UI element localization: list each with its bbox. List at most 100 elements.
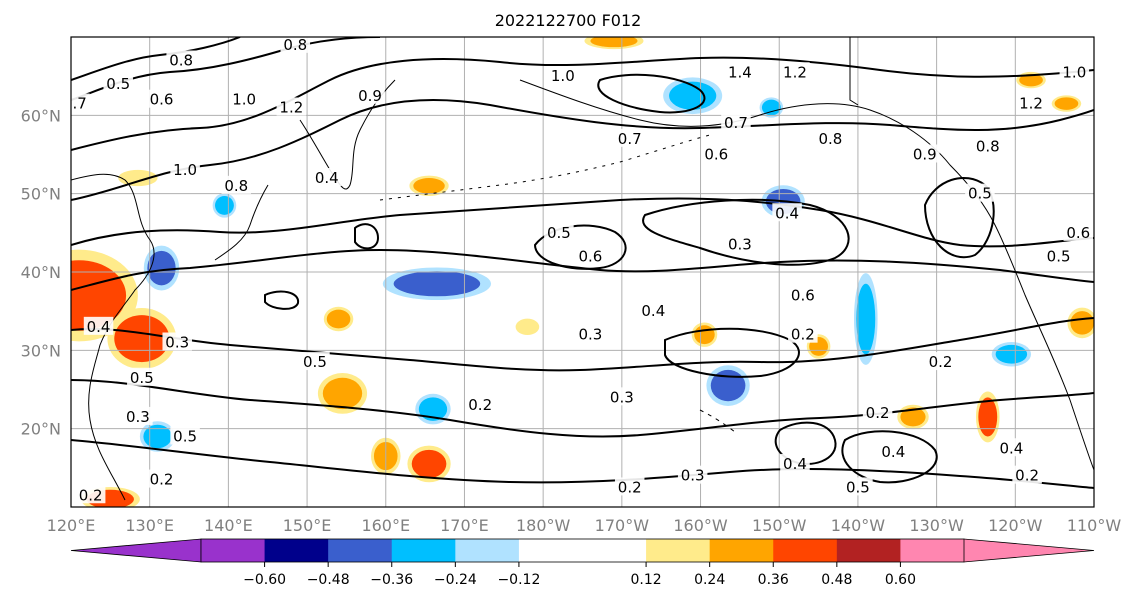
contour-label-bg [312,168,342,186]
colorbar-segment [391,539,456,562]
contour-label: 0.6 [791,287,815,305]
contour-label-bg [1043,246,1074,265]
colorbar-tick-label: 0.60 [885,572,916,588]
colorbar-segment [518,539,647,562]
contour-label: 1.2 [783,63,807,81]
longitude-tick-label: 130°W [909,516,964,535]
contour-label-bg [170,160,200,179]
shaded-patch [517,320,537,334]
contour-label-bg [1012,465,1042,484]
contour-label: 0.5 [968,185,992,203]
contour-line [264,290,300,310]
longitude-tick-label: 110°W [1067,516,1122,535]
contour-label-bg [607,387,637,406]
contour-label-bg [229,89,259,108]
contour-line [642,198,850,266]
contour-label-bg [614,477,645,496]
longitude-ticks: 120°E 130°E 140°E 150°E 160°E 170°E 180°W 170°W… [47,516,1122,535]
contour-line [71,37,241,81]
contour-label-bg [973,136,1003,155]
canada-border [849,37,859,106]
contour-label: 1.4 [728,63,752,81]
contour-label-bg [878,442,909,461]
contour-line [71,317,1094,372]
shaded-patch [1019,73,1043,87]
latitude-tick-label: 50°N [21,185,61,204]
latitude-tick-label: 30°N [21,341,61,360]
longitude-tick-label: 120°E [47,516,96,535]
contour-line [774,421,837,465]
colorbar-under-arrow [70,538,202,563]
longitude-tick-label: 160°E [361,516,410,535]
contour-label-bg [725,62,755,81]
colorbar-segment [264,539,329,562]
contour-label-bg [575,246,606,265]
contour-label: 0.7 [724,114,748,132]
contour-label: 0.4 [641,302,665,320]
contour-label: 0.6 [150,91,174,109]
contour-label-bg [772,203,802,222]
contour-label-bg [843,477,873,496]
contour-line [354,223,380,250]
colorbar-segment [328,539,393,562]
contour-label-bg [75,485,106,504]
longitude-tick-label: 140°W [831,516,886,535]
contour-label: 0.2 [468,396,492,414]
contour-label-bg [1016,93,1046,112]
shaded-patch [71,260,127,331]
shaded-patch [143,424,172,449]
colorbar-tick-label: −0.12 [497,572,540,588]
longitude-tick-label: 150°E [283,516,332,535]
shaded-patch [900,407,926,427]
longitude-tick-label: 170°E [440,516,489,535]
contour-label: 0.2 [929,353,953,371]
contour-label-bg [103,74,133,92]
contour-label: 0.5 [846,478,870,496]
latitude-ticks: 20°N 30°N 40°N 50°N 60°N [21,106,61,438]
contour-label-bg [721,113,751,132]
shaded-patch [995,344,1028,364]
contour-label-bg [1059,62,1090,81]
contour-label-bg [280,37,311,53]
shaded-patch [411,449,447,479]
contour-label-bg [780,62,810,81]
contour-label: 1.2 [1019,95,1043,113]
contour-line [71,99,1094,201]
contour-label-bg [788,285,818,304]
contour-label: 0.4 [315,169,339,187]
contour-label: 0.5 [106,75,130,93]
colorbar-tick-label: 0.12 [630,572,661,588]
contour-label: 0.3 [578,326,602,344]
contour-label-bg [575,324,606,343]
contour-label: 0.6 [1066,224,1090,242]
contour-label: 0.9 [358,87,382,105]
shaded-patch [669,81,717,110]
contour-label: 0.7 [63,95,87,113]
contour-label: 0.3 [165,334,189,352]
shaded-patch [856,283,876,355]
shaded-patch [694,325,715,345]
contour-line [71,439,1094,489]
colorbar-tick-label: 0.24 [694,572,725,588]
contour-label: 1.0 [232,91,256,109]
kamchatka-coastline [299,79,396,190]
latitude-tick-label: 40°N [21,263,61,282]
shaded-patch [215,196,234,215]
japan-coastline [214,184,269,261]
graticule [71,37,1094,507]
colorbar-frame [200,538,965,563]
contour-label-bg [677,465,708,484]
contour-lines [71,37,1094,489]
shaded-patch [1054,97,1079,110]
contour-label-bg [465,395,495,414]
contour-label: 0.8 [169,52,193,70]
contour-label-bg [780,453,810,472]
contour-label: 0.9 [913,146,937,164]
shaded-patch [114,315,170,363]
contour-line [71,379,1094,438]
contour-label-bg [162,332,192,351]
contour-label-bg [355,85,385,104]
colorbar-segment [900,539,965,562]
contour-label-layer: 0.8 0.5 0.6 1.0 1.2 0.4 0.8 1.0 0.8 0.9 1.0 1.4 1.2 0… [63,37,1094,504]
